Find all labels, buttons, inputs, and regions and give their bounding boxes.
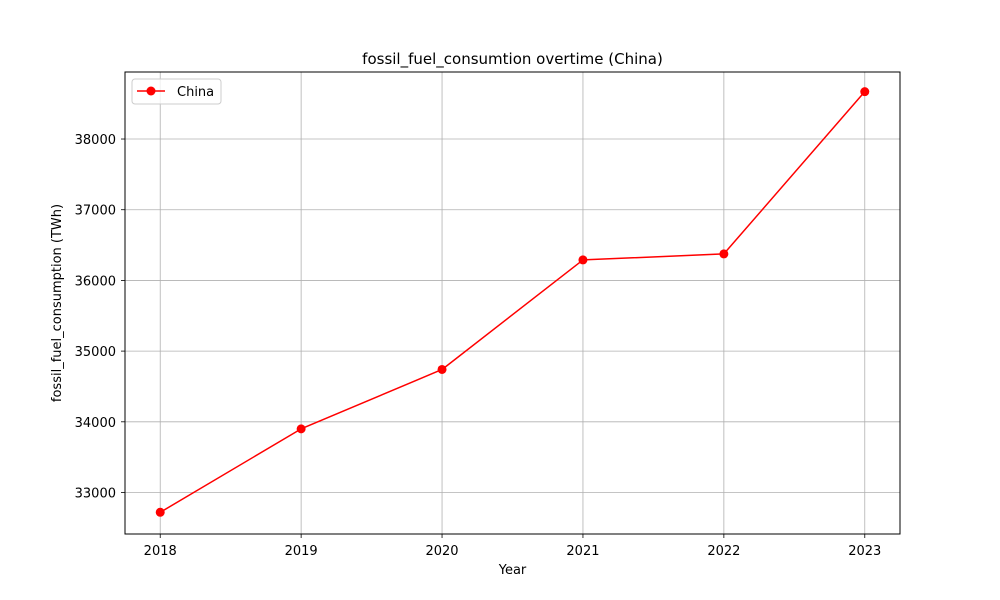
x-tick-label: 2021 bbox=[566, 544, 599, 559]
legend-marker-china bbox=[146, 86, 156, 96]
y-tick-label: 38000 bbox=[75, 133, 116, 148]
data-point-china bbox=[578, 255, 588, 265]
y-tick-label: 33000 bbox=[75, 487, 116, 502]
legend-box bbox=[131, 78, 222, 105]
y-tick-label: 37000 bbox=[75, 204, 116, 219]
data-point-china bbox=[437, 364, 447, 374]
x-tick-label: 2019 bbox=[285, 544, 318, 559]
data-layer bbox=[155, 87, 870, 517]
x-axis-label: Year bbox=[498, 563, 527, 578]
y-tick-label: 34000 bbox=[75, 416, 116, 431]
legend-label-china: China bbox=[177, 85, 214, 100]
y-axis-label: fossil_fuel_consumption (TWh) bbox=[50, 204, 65, 402]
legend: China bbox=[131, 78, 222, 105]
data-point-china bbox=[155, 507, 165, 517]
data-point-china bbox=[860, 87, 870, 97]
chart-title: fossil_fuel_consumtion overtime (China) bbox=[362, 50, 663, 69]
data-point-china bbox=[719, 249, 729, 259]
grid-lines bbox=[125, 72, 900, 534]
y-tick-label: 36000 bbox=[75, 274, 116, 289]
x-tick-label: 2022 bbox=[707, 544, 740, 559]
series-line-china bbox=[159, 91, 866, 513]
y-tick-label: 35000 bbox=[75, 345, 116, 360]
x-tick-label: 2023 bbox=[848, 544, 881, 559]
plot-area-frame bbox=[124, 71, 901, 535]
x-tick-label: 2018 bbox=[144, 544, 177, 559]
data-point-china bbox=[296, 424, 306, 434]
tick-layer: 2018 2019 2020 2021 2022 2023 33000 34000 35000 3… bbox=[75, 133, 882, 559]
x-tick-label: 2020 bbox=[425, 544, 458, 559]
